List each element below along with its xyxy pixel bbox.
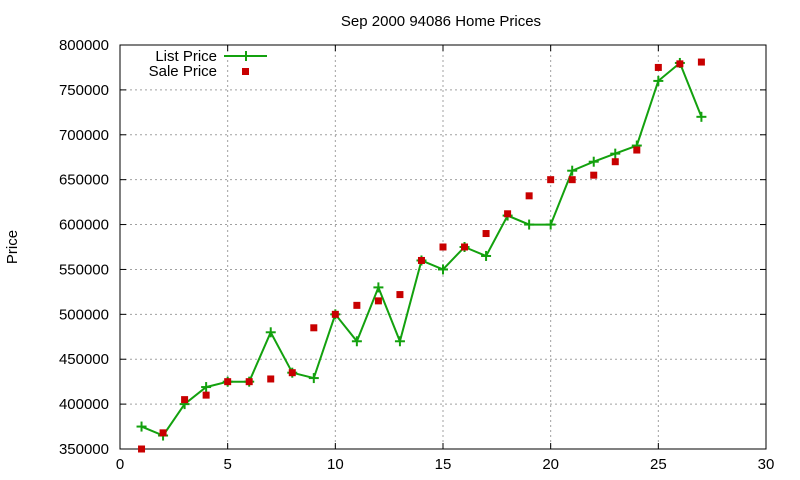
list-price-point	[351, 336, 362, 347]
sale-price-point	[224, 378, 232, 386]
sale-price-point	[676, 60, 684, 68]
sale-price-point	[504, 210, 512, 218]
sale-price-point	[547, 176, 555, 184]
sale-price-point	[525, 192, 533, 200]
legend-list-price-label: List Price	[155, 48, 217, 65]
sale-price-point	[482, 230, 490, 238]
y-axis-label: Price	[4, 230, 21, 264]
ticks-layer: 0 5 10 15 20 25 30 350000 400000 450000 500000 5500…	[59, 37, 774, 473]
x-tick-label: 25	[650, 456, 667, 473]
x-tick-label: 30	[758, 456, 775, 473]
list-price-point	[610, 148, 621, 159]
list-price-point	[373, 282, 384, 293]
sale-price-point	[331, 310, 339, 318]
list-price-point	[481, 250, 492, 261]
y-tick-label: 700000	[59, 127, 109, 144]
y-tick-label: 550000	[59, 261, 109, 278]
list-price-point	[545, 219, 556, 230]
y-tick-label: 350000	[59, 441, 109, 458]
legend: List Price Sale Price	[149, 48, 267, 80]
list-price-point	[394, 336, 405, 347]
sale-price-point	[439, 243, 447, 251]
legend-list-price-marker	[241, 51, 251, 61]
x-tick-label: 0	[116, 456, 124, 473]
legend-sale-price-marker	[242, 68, 249, 75]
x-tick-label: 10	[327, 456, 344, 473]
list-price-point	[308, 373, 319, 384]
sale-price-point	[590, 171, 598, 179]
sale-price-point	[417, 256, 425, 264]
list-price-point	[653, 75, 664, 86]
y-tick-label: 650000	[59, 172, 109, 189]
sale-price-point	[202, 391, 210, 399]
sale-price-point	[654, 63, 662, 71]
sale-price-point	[568, 176, 576, 184]
y-tick-label: 500000	[59, 306, 109, 323]
y-tick-label: 750000	[59, 82, 109, 99]
x-tick-label: 20	[542, 456, 559, 473]
sale-price-point	[310, 324, 318, 332]
list-price-point	[265, 327, 276, 338]
sale-price-point	[138, 445, 146, 453]
sale-price-point	[461, 243, 469, 251]
sale-price-point	[181, 396, 189, 404]
sale-price-point	[697, 58, 705, 66]
list-price-point	[588, 156, 599, 167]
list-price-point	[524, 219, 535, 230]
y-tick-label: 800000	[59, 37, 109, 54]
list-price-point	[201, 382, 212, 393]
list-price-point	[696, 111, 707, 122]
x-tick-label: 5	[223, 456, 231, 473]
list-price-point	[136, 421, 147, 432]
list-price-point	[438, 264, 448, 275]
sale-price-point	[245, 378, 253, 386]
x-tick-label: 15	[435, 456, 452, 473]
y-tick-label: 400000	[59, 396, 109, 413]
sale-price-point	[374, 297, 382, 305]
chart-title: Sep 2000 94086 Home Prices	[341, 13, 541, 30]
sale-price-point	[159, 429, 167, 437]
sale-price-point	[396, 291, 404, 299]
sale-price-point	[288, 369, 296, 377]
y-tick-label: 450000	[59, 351, 109, 368]
series-layer	[136, 57, 707, 453]
sale-price-point	[353, 301, 361, 309]
sale-price-point	[611, 158, 619, 166]
sale-price-point	[267, 375, 275, 383]
y-tick-label: 600000	[59, 217, 109, 234]
legend-sale-price-label: Sale Price	[149, 63, 217, 80]
list-price-point	[567, 165, 578, 176]
sale-price-point	[633, 146, 641, 154]
